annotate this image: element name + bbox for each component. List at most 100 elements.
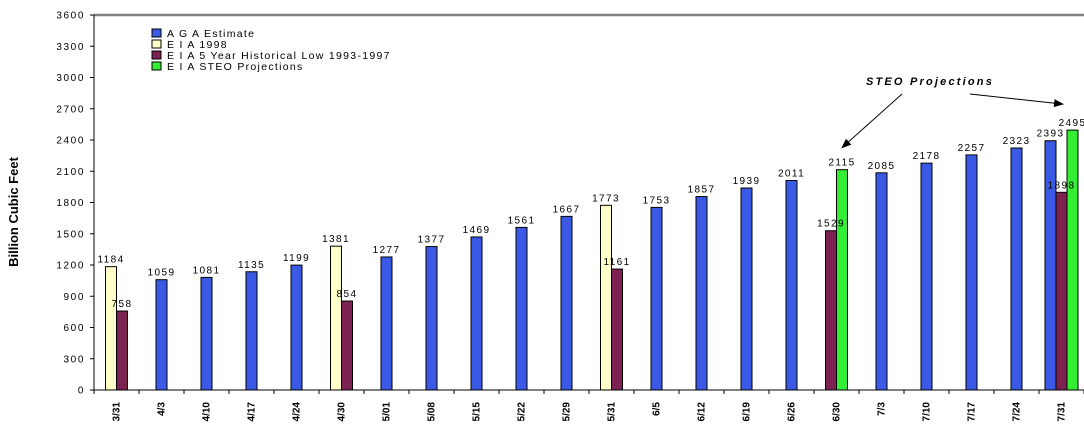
y-tick-label: 1800 [56,198,85,209]
y-tick-label: 1200 [56,261,85,272]
x-tick-label: 7/17 [967,402,978,422]
bar [380,256,393,391]
y-tick-label: 900 [64,292,86,303]
bar [875,172,888,391]
x-tick-label: 7/24 [1012,402,1023,422]
x-tick-label: 4/3 [157,402,168,416]
bar [695,196,708,391]
legend-swatch [151,61,162,71]
y-tick-label: 2400 [56,136,85,147]
x-tick-label: 4/10 [202,402,213,422]
x-tick-label: 6/30 [832,402,843,422]
bar [105,266,117,391]
bar [330,245,342,391]
data-label: 1199 [283,253,310,264]
data-label: 854 [337,289,358,300]
y-tick-label: 2700 [56,104,85,115]
x-tick-label: 5/29 [562,402,573,422]
data-label: 1081 [193,265,221,276]
data-label: 1753 [643,195,671,206]
x-tick-label: 5/15 [472,402,483,422]
bar [560,215,573,391]
bar [425,246,438,391]
x-tick-label: 7/3 [877,402,888,416]
x-tick-label: 7/31 [1057,402,1068,422]
data-label: 1529 [817,219,845,230]
x-tick-label: 3/31 [112,402,123,422]
data-label: 2323 [1003,136,1031,147]
bar [825,230,837,391]
bar [650,206,663,391]
y-tick-label: 3000 [56,73,85,84]
data-label: 1898 [1048,180,1076,191]
legend-swatch [151,39,162,49]
data-label: 2495 [1059,118,1084,129]
bar [245,271,258,391]
data-label: 2178 [913,151,941,162]
data-label: 1773 [592,193,620,204]
annotation-label: STEO Projections [866,76,994,88]
annotation-arrow [841,93,903,149]
data-label: 1667 [553,204,581,215]
y-tick-label: 300 [64,354,86,365]
x-tick-label: 4/17 [247,402,258,422]
bar [1055,191,1068,391]
bar [1066,129,1079,391]
data-label: 1561 [508,215,536,226]
data-label: 1135 [238,260,265,271]
data-label: 2257 [958,143,986,154]
y-tick-label: 3600 [56,11,85,22]
legend-label: A G A Estimate [167,28,255,40]
x-tick-label: 7/10 [922,402,933,422]
x-tick-label: 6/26 [787,402,798,422]
x-tick-label: 4/24 [292,402,303,422]
data-label: 1059 [148,268,176,279]
data-label: 1939 [733,176,761,187]
bar [290,264,303,391]
x-tick-label: 4/30 [337,402,348,422]
legend-label: E I A 1998 [167,39,228,51]
y-axis-title-wrap: Billion Cubic Feet [4,0,28,423]
x-tick-label: 6/5 [652,402,663,416]
legend-swatch [151,50,162,60]
x-tick-label: 5/31 [607,402,618,422]
x-tick-label: 5/08 [427,402,438,422]
bar [200,276,213,391]
y-tick-label: 600 [64,323,86,334]
x-tick-label: 5/01 [382,402,393,422]
bar [965,154,978,391]
data-label: 1377 [418,235,446,246]
annotation-arrow [969,93,1064,108]
data-label: 1184 [97,255,124,266]
bar [600,204,612,391]
bar [1010,147,1023,391]
data-label: 2393 [1037,129,1065,140]
bar [341,300,353,391]
data-label: 1381 [322,234,350,245]
data-label: 1469 [463,225,491,236]
bar [611,268,623,391]
y-tick-label: 2100 [56,167,85,178]
y-axis-title: Billion Cubic Feet [6,156,21,266]
data-label: 2085 [868,161,896,172]
bar [1044,140,1057,391]
y-tick-label: 3300 [56,42,85,53]
data-label: 1857 [688,185,716,196]
legend-label: E I A 5 Year Historical Low 1993-1997 [167,50,391,62]
data-label: 2011 [778,169,805,180]
bar [836,169,848,391]
y-tick-label: 1500 [56,229,85,240]
y-tick-label: 0 [78,386,85,397]
data-label: 1277 [373,245,401,256]
bar [155,279,168,391]
x-tick-label: 6/19 [742,402,753,422]
x-tick-label: 6/12 [697,402,708,422]
bar [515,226,528,391]
bar [740,187,753,391]
data-label: 2115 [828,158,855,169]
bar [470,236,483,391]
data-label: 758 [112,299,133,310]
legend-label: E I A STEO Projections [167,61,304,73]
